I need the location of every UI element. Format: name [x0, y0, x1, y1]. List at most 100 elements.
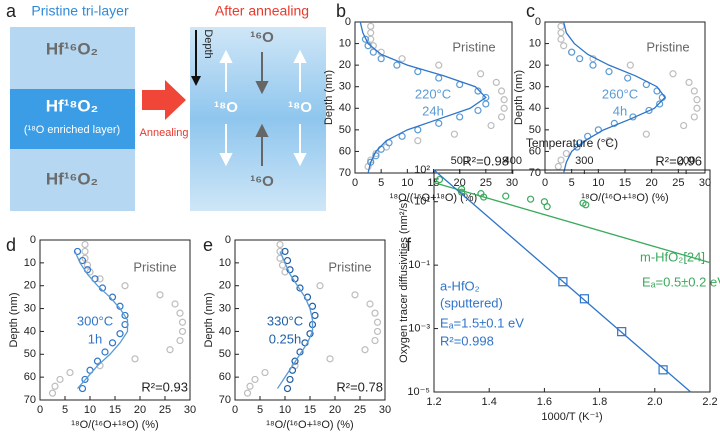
data-point	[276, 247, 284, 256]
layer-label: Hf¹⁶O₂	[46, 39, 98, 58]
data-point	[66, 368, 74, 377]
data-point	[311, 311, 319, 320]
data-point	[557, 35, 565, 43]
x-tick-label: 1.6	[537, 396, 552, 408]
anneal-arrow	[142, 80, 186, 120]
data-point	[573, 143, 581, 151]
x-tick-label: 2.0	[647, 396, 662, 408]
data-point	[414, 126, 422, 134]
data-point	[351, 291, 359, 299]
y-tick-label: 20	[219, 280, 231, 292]
y-tick-label: 0	[535, 16, 541, 28]
data-point	[456, 113, 464, 121]
data-point	[480, 193, 488, 201]
layer-label: Hf¹⁶O₂	[46, 169, 98, 188]
x-tick-label: 30	[506, 177, 518, 189]
x-tick-label: 15	[109, 404, 121, 416]
data-point	[96, 275, 104, 283]
y-tick-label: 20	[339, 59, 351, 71]
y-tick-label: 10	[529, 37, 541, 49]
x-tick-label: 5	[62, 404, 68, 416]
data-point	[78, 384, 87, 393]
panel-label: a	[6, 1, 17, 21]
data-point	[610, 119, 618, 127]
x2-tick-label: 200	[677, 155, 695, 167]
y-tick-label: 60	[219, 371, 231, 383]
x-tick-label: 25	[354, 404, 366, 416]
panel-label: c	[526, 1, 535, 21]
data-point	[605, 68, 613, 76]
x-tick-label: 15	[619, 177, 631, 189]
data-point	[178, 327, 187, 336]
data-point	[251, 375, 259, 384]
y-axis-label: Depth (nm)	[8, 292, 20, 347]
panel-label: d	[6, 235, 16, 255]
series-label: m-HfO₂[24]	[640, 249, 705, 264]
y-tick-label: 50	[219, 348, 231, 360]
x-tick-label: 15	[304, 404, 316, 416]
data-point	[371, 336, 379, 345]
data-point	[589, 61, 597, 69]
series-label: a-HfO₂	[440, 278, 480, 293]
y-tick-label: 10	[339, 37, 351, 49]
series-label: Pristine	[646, 39, 689, 54]
y-tick-label: 40	[219, 325, 231, 337]
data-point	[373, 327, 382, 336]
gray-arrows	[255, 52, 269, 166]
x-tick-label: 5	[378, 177, 384, 189]
annotation: 1h	[88, 331, 102, 346]
data-point	[291, 357, 299, 365]
data-point	[474, 87, 482, 95]
data-point	[131, 355, 139, 363]
data-point	[361, 346, 369, 354]
data-point	[361, 35, 370, 43]
y-tick-label: 30	[24, 302, 36, 314]
y-tick-label: 60	[529, 145, 541, 157]
data-point	[366, 300, 374, 308]
x-tick-label: 5	[257, 404, 263, 416]
y-tick-label: 50	[529, 124, 541, 136]
data-point	[283, 384, 292, 393]
x-tick-label: 30	[379, 404, 391, 416]
x2-tick-label: 300	[575, 155, 593, 167]
x-axis-label: ¹⁸O/(¹⁶O+¹⁸O) (%)	[71, 419, 158, 431]
data-point	[178, 318, 187, 326]
y-axis-label: Oxygen tracer diffusivities (nm²/s)	[398, 199, 410, 363]
series-label: Pristine	[452, 39, 495, 54]
data-point	[543, 203, 551, 211]
data-point	[474, 106, 482, 115]
x-tick-label: 0	[352, 177, 358, 189]
annotation: Eₐ=1.5±0.1 eV	[440, 315, 524, 330]
y-tick-label: 0	[30, 234, 36, 246]
data-point	[398, 132, 406, 140]
data-point	[369, 48, 377, 56]
x-tick-label: 10	[279, 404, 291, 416]
fit-line	[74, 251, 129, 389]
data-point	[497, 87, 506, 95]
data-point	[502, 192, 510, 200]
data-point	[93, 357, 102, 365]
y-tick-label: 70	[339, 167, 351, 179]
annotation: R²=0.78	[336, 379, 383, 394]
panel-label: f	[406, 235, 412, 255]
plot-frame	[433, 169, 711, 393]
x2-tick-label: 400	[504, 155, 522, 167]
y-tick-label: 30	[529, 81, 541, 93]
species: ¹⁸O	[288, 99, 312, 116]
x-tick-label: 20	[329, 404, 341, 416]
data-point	[398, 55, 406, 63]
data-point	[492, 78, 500, 87]
layer	[10, 149, 135, 211]
annotation: (sputtered)	[440, 295, 503, 310]
panel-label: b	[336, 1, 346, 21]
data-point	[557, 29, 565, 37]
data-point	[81, 240, 89, 249]
data-point	[554, 162, 562, 171]
x-tick-label: 25	[159, 404, 171, 416]
annotation: 220°C	[415, 86, 451, 101]
x-tick-label: 1.4	[482, 396, 497, 408]
data-point	[156, 291, 164, 299]
data-point	[693, 104, 701, 112]
data-point	[500, 96, 508, 104]
left-title: Pristine tri-layer	[31, 3, 129, 19]
